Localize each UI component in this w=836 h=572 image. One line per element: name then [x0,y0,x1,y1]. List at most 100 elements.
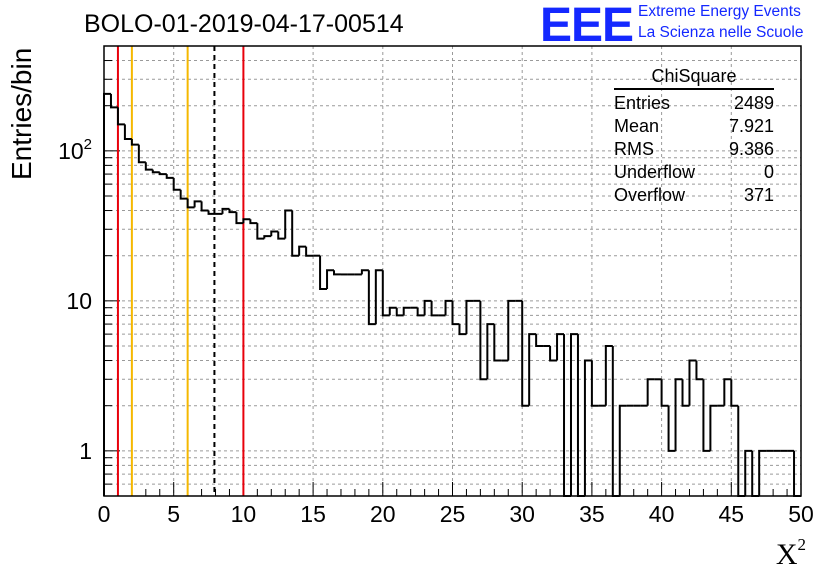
histogram-bin [151,169,160,174]
histogram-bin [270,230,279,237]
histogram-bin [326,269,335,289]
stats-value: 0 [763,162,774,182]
histogram-bin [367,270,376,326]
x-tick-label: 0 [98,501,111,527]
y-tick-label: 1 [79,438,92,464]
stats-label: RMS [614,139,654,159]
x-tick-label: 40 [649,501,675,527]
histogram-bin [535,334,544,347]
histogram-bin [137,144,146,164]
histogram-bin [235,212,244,225]
histogram-bin [646,378,655,406]
x-tick-label: 45 [719,501,745,527]
stats-value: 371 [743,185,774,205]
histogram-bin [256,223,265,240]
histogram-bin [493,324,502,362]
histogram-bin [144,162,153,171]
x-tick-label: 25 [440,501,466,527]
histogram-bin [130,138,139,146]
histogram-bin [702,379,711,452]
histogram-bin [451,300,460,326]
y-tick-label: 102 [58,136,92,164]
stats-title: ChiSquare [614,66,774,90]
histogram-bin [604,345,613,406]
eee-logo: EEE [540,0,634,52]
stats-row-underflow: Underflow 0 [614,161,774,184]
histogram-bin [465,299,474,335]
histogram-bin [660,379,669,407]
histogram-bin [611,346,620,497]
histogram-bin [730,379,739,407]
histogram-bin [695,360,704,381]
histogram-bin [319,255,328,290]
histogram-bin [667,405,676,452]
x-tick-label: 15 [300,501,326,527]
histogram-bin [402,306,411,316]
histogram-bin [103,92,111,496]
histogram-bin [430,300,439,317]
logo-line-2: La Scienza nelle Scuole [638,24,804,41]
histogram-bin [179,189,188,200]
stats-label: Mean [614,116,660,136]
stats-row-overflow: Overflow 371 [614,184,774,207]
stats-value: 9.386 [728,139,774,159]
stats-label: Overflow [614,185,686,205]
histogram-bin [221,207,230,214]
stats-row-rms: RMS 9.386 [614,138,774,161]
histogram-bin [416,307,425,317]
histogram-bin [116,107,125,126]
histogram-bin [374,269,383,325]
histogram-bin [688,359,697,406]
x-axis-label: X2 [776,535,806,572]
histogram-bin [388,306,397,316]
stats-value: 7.921 [728,116,774,136]
histogram-bin [165,174,174,179]
histogram-bin [360,269,369,275]
histogram-bin [744,449,753,496]
histogram-bin [556,333,565,361]
histogram-bin [228,208,237,214]
marker-lines [116,46,245,496]
histogram-bin [709,404,718,451]
histogram-bin [200,201,209,212]
histogram-bin [528,333,537,406]
x-tick-label: 30 [509,501,535,527]
histogram-bin [590,360,599,407]
histogram-bin [758,449,767,496]
stats-row-entries: Entries 2489 [614,92,774,115]
stats-label: Entries [614,93,671,113]
plot-frame [103,45,802,497]
histogram-bin [423,299,432,316]
histogram-bin [381,270,390,317]
histogram-bin [242,218,251,224]
histogram-bin [123,124,132,140]
tick-labels: 0 5 10 15 20 25 30 35 40 45 50 1 10 102 [58,136,814,527]
x-tick-label: 5 [167,501,180,527]
x-tick-label: 10 [231,501,257,527]
x-tick-label: 35 [579,501,605,527]
stats-row-mean: Mean 7.921 [614,115,774,138]
histogram-bin [674,378,683,451]
histogram-bin [158,172,167,176]
histogram-bin [249,219,258,225]
x-tick-label: 50 [788,501,814,527]
histogram-bin [186,198,195,209]
histogram-bin [618,404,627,496]
histogram-bin [681,379,690,407]
histogram-bin [569,333,578,496]
histogram-bin [723,378,732,406]
histogram-bin [583,359,592,496]
y-tick-label: 10 [66,288,92,314]
histogram-bin [263,235,272,239]
x-axis-label-text: X [775,538,798,571]
histogram-bin [563,334,571,497]
histogram-bin [298,245,307,256]
histogram-bin [479,300,488,381]
histogram-bin [507,299,516,361]
histogram-bin [333,270,341,276]
histogram-bin [193,200,202,208]
histogram-bin [109,93,118,109]
histogram-bin [395,307,404,317]
histogram-bin [207,210,216,215]
